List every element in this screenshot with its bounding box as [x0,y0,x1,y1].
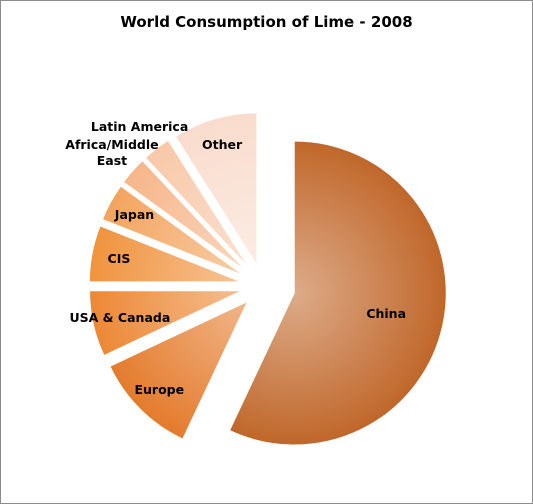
slice-label: China [366,305,407,321]
pie-slice [88,225,242,283]
pie-slice [174,112,258,267]
slice-label: Latin America [90,118,189,134]
slice-label: Japan [114,207,155,223]
slice-label: USA & Canada [69,309,171,325]
slice-label: Africa/Middle East [65,136,159,168]
slice-label: Other [202,137,243,153]
chart-title: World Consumption of Lime - 2008 [120,13,413,31]
pie-slice [228,140,447,446]
pie-slice [89,290,242,357]
slice-label: Europe [134,381,185,397]
pie-slice [144,139,250,269]
pie-slice [122,159,247,272]
pie-slice [101,185,245,276]
slice-label: CIS [107,250,131,266]
pie-slice [109,300,249,440]
